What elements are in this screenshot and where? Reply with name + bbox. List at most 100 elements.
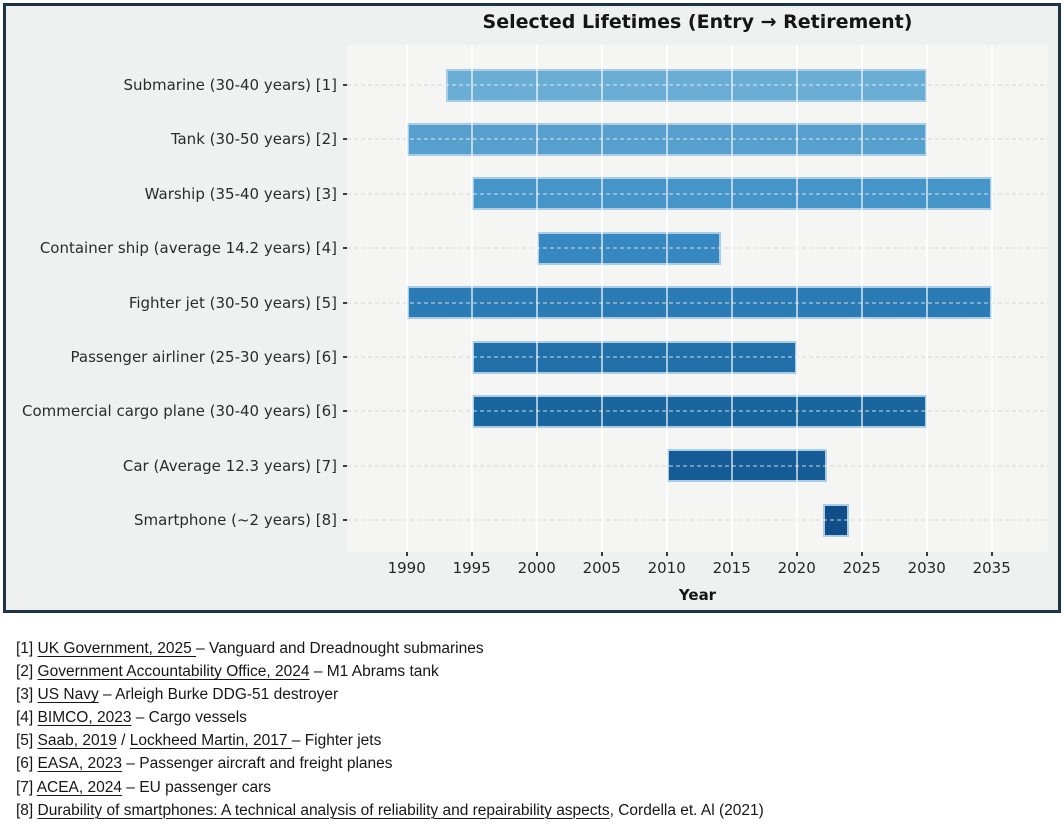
lifetime-bar xyxy=(445,68,927,102)
footnote-line: [4] BIMCO, 2023 – Cargo vessels xyxy=(16,706,1056,729)
x-tick-mark xyxy=(405,552,408,556)
x-tick-label: 2015 xyxy=(712,559,751,577)
y-axis-label: Fighter jet (30-50 years) [5] xyxy=(128,293,337,312)
footnote-text: – Fighter jets xyxy=(291,732,382,750)
y-tick-mark xyxy=(343,192,348,195)
footnote-link[interactable]: BIMCO, 2023 xyxy=(37,709,132,727)
x-tick-label: 2030 xyxy=(907,559,946,577)
y-tick-mark xyxy=(343,410,348,413)
x-tick-label: 2025 xyxy=(842,559,881,577)
y-tick-mark xyxy=(343,356,348,358)
y-axis-label: Warship (35-40 years) [3] xyxy=(144,184,337,203)
footnote-link[interactable]: Durability of smartphones: A technical a… xyxy=(37,801,610,819)
x-tick-mark xyxy=(600,552,603,556)
x-tick-mark xyxy=(665,552,668,556)
lifetime-bar xyxy=(666,449,827,483)
footnote-marker: [6] xyxy=(16,755,38,773)
footnote-text: – M1 Abrams tank xyxy=(309,663,439,681)
footnote-marker: [2] xyxy=(16,663,38,681)
footnote-link[interactable]: Lockheed Martin, 2017 xyxy=(129,732,292,750)
footnote-link[interactable]: EASA, 2023 xyxy=(37,755,122,773)
x-tick-mark xyxy=(535,552,538,556)
footnote-text: – Cargo vessels xyxy=(131,709,247,727)
footnote-link[interactable]: UK Government, 2025 xyxy=(37,640,197,657)
x-tick-label: 1995 xyxy=(452,559,491,577)
y-tick-mark xyxy=(343,138,348,141)
x-tick-label: 2010 xyxy=(647,559,686,577)
vertical-gridline-overlay xyxy=(730,45,733,552)
vertical-gridline-overlay xyxy=(600,45,603,552)
horizontal-gridline-overlay xyxy=(347,301,1048,304)
horizontal-gridline-overlay xyxy=(347,138,1048,141)
footnote-marker: [5] xyxy=(16,732,38,750)
footnote-text: / xyxy=(116,732,130,750)
footnote-line: [2] Government Accountability Office, 20… xyxy=(16,660,1056,683)
footnote-text: – Arleigh Burke DDG-51 destroyer xyxy=(98,686,339,704)
lifetime-bar xyxy=(406,286,992,320)
vertical-gridline-overlay xyxy=(665,45,668,552)
footnote-link[interactable]: Saab, 2019 xyxy=(37,732,117,750)
y-tick-mark xyxy=(343,464,348,467)
horizontal-gridline-overlay xyxy=(347,84,1048,86)
footnote-line: [6] EASA, 2023 – Passenger aircraft and … xyxy=(16,752,1056,775)
footnote-link[interactable]: Government Accountability Office, 2024 xyxy=(37,663,310,681)
x-tick-label: 2020 xyxy=(777,559,816,577)
x-tick-mark xyxy=(795,552,798,556)
lifetime-bar xyxy=(822,503,849,537)
footnote-marker: [4] xyxy=(16,709,38,727)
x-tick-label: 2000 xyxy=(517,559,556,577)
x-tick-mark xyxy=(925,552,928,556)
chart-title: Selected Lifetimes (Entry → Retirement) xyxy=(482,11,913,33)
horizontal-gridline xyxy=(347,519,1048,522)
x-tick-mark xyxy=(470,552,473,556)
horizontal-gridline-overlay xyxy=(347,356,1048,358)
footnote-link[interactable]: ACEA, 2024 xyxy=(36,778,122,796)
x-tick-mark xyxy=(860,552,863,556)
footnote-line: [7] ACEA, 2024 – EU passenger cars xyxy=(16,776,1056,799)
vertical-gridline-overlay xyxy=(990,45,993,552)
y-tick-mark xyxy=(343,84,348,86)
x-tick-label: 1990 xyxy=(387,559,426,577)
footnote-line: [1] UK Government, 2025 – Vanguard and D… xyxy=(16,637,1056,660)
footnotes-list: [1] UK Government, 2025 – Vanguard and D… xyxy=(16,637,1056,822)
vertical-gridline-overlay xyxy=(470,45,473,552)
footnote-line: [3] US Navy – Arleigh Burke DDG-51 destr… xyxy=(16,683,1056,706)
x-axis-title: Year xyxy=(678,586,717,604)
y-axis-label: Passenger airliner (25-30 years) [6] xyxy=(70,348,338,366)
vertical-gridline-overlay xyxy=(795,45,798,552)
y-tick-mark xyxy=(343,247,348,250)
y-tick-mark xyxy=(343,301,348,304)
footnote-text: – Passenger aircraft and freight planes xyxy=(122,755,393,773)
horizontal-gridline-overlay xyxy=(347,247,1048,250)
footnote-line: [5] Saab, 2019 / Lockheed Martin, 2017 –… xyxy=(16,729,1056,752)
chart-frame: Selected Lifetimes (Entry → Retirement) … xyxy=(3,3,1061,613)
x-tick-label: 2035 xyxy=(972,559,1011,577)
y-axis-label: Smartphone (~2 years) [8] xyxy=(134,511,337,530)
footnote-marker: [3] xyxy=(16,686,38,704)
footnote-marker: [1] xyxy=(16,640,38,657)
footnote-line: [8] Durability of smartphones: A technic… xyxy=(16,799,1056,822)
y-axis-label: Tank (30-50 years) [2] xyxy=(170,130,337,149)
footnote-marker: [8] xyxy=(16,801,38,819)
x-tick-mark xyxy=(730,552,733,556)
vertical-gridline-overlay xyxy=(535,45,538,552)
lifetime-bar xyxy=(471,394,927,428)
y-axis-label: Commercial cargo plane (30-40 years) [6] xyxy=(21,402,337,421)
footnote-link[interactable]: US Navy xyxy=(37,686,99,704)
vertical-gridline-overlay xyxy=(860,45,863,552)
footnote-text: , Cordella et. Al (2021) xyxy=(609,801,764,819)
y-tick-mark xyxy=(343,519,348,522)
plot-area xyxy=(347,45,1048,552)
horizontal-gridline-overlay xyxy=(347,410,1048,413)
vertical-gridline-overlay xyxy=(405,45,408,552)
vertical-gridline-overlay xyxy=(925,45,928,552)
footnote-marker: [7] xyxy=(16,778,37,796)
x-tick-label: 2005 xyxy=(582,559,621,577)
footnote-text: – Vanguard and Dreadnought submarines xyxy=(196,640,484,657)
y-axis-label: Submarine (30-40 years) [1] xyxy=(123,76,337,94)
horizontal-gridline-overlay xyxy=(347,192,1048,195)
footnote-text: – EU passenger cars xyxy=(122,778,272,796)
x-tick-mark xyxy=(990,552,993,556)
y-axis-label: Container ship (average 14.2 years) [4] xyxy=(39,239,337,258)
